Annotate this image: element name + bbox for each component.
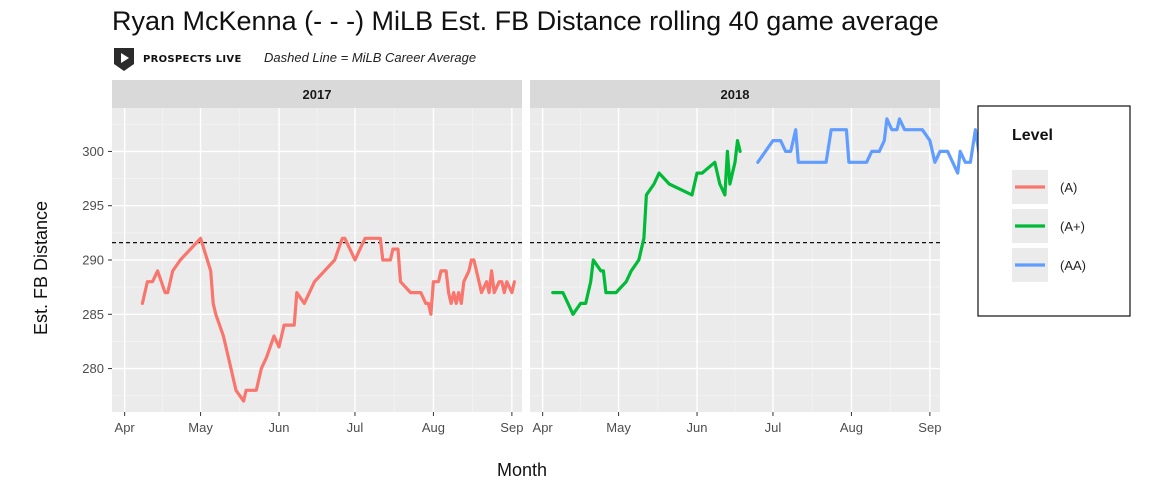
x-axis-title: Month — [497, 460, 547, 480]
x-tick-label: Jun — [687, 420, 708, 435]
facet-strip-2018 — [530, 80, 940, 108]
x-tick-label: Jul — [765, 420, 782, 435]
y-tick-label: 290 — [82, 253, 104, 268]
chart-subtitle: Dashed Line = MiLB Career Average — [264, 50, 477, 65]
x-tick-label: Apr — [533, 420, 554, 435]
facet-strip-2017 — [112, 80, 522, 108]
x-tick-label: Aug — [422, 420, 445, 435]
x-tick-label: May — [606, 420, 631, 435]
chart-title: Ryan McKenna (- - -) MiLB Est. FB Distan… — [112, 6, 939, 36]
brand-text: PROSPECTS LIVE — [143, 54, 242, 65]
legend-label: (A) — [1060, 180, 1077, 195]
x-tick-label: Jun — [269, 420, 290, 435]
prospects-live-logo-icon — [114, 48, 134, 71]
facet-strip-label: 2018 — [721, 87, 750, 102]
x-tick-label: Sep — [500, 420, 523, 435]
x-tick-label: Sep — [918, 420, 941, 435]
series-line-A — [140, 236, 517, 403]
series-line-Aplus — [551, 139, 742, 316]
facet-strip-label: 2017 — [303, 87, 332, 102]
facet-panel-2017: 2017 Apr May Jun Jul Aug Sep — [112, 80, 523, 435]
x-tick-label: May — [188, 420, 213, 435]
y-tick-label: 300 — [82, 144, 104, 159]
x-tick-label: Jul — [347, 420, 364, 435]
legend-label: (A+) — [1060, 219, 1085, 234]
y-tick-label: 285 — [82, 307, 104, 322]
legend: Level (A) (A+) (AA) — [977, 105, 1131, 317]
x-tick-label: Aug — [840, 420, 863, 435]
brand: PROSPECTS LIVE — [113, 47, 242, 72]
legend-box — [977, 105, 1131, 317]
legend-title: Level — [1012, 127, 1053, 144]
series-line-AA — [756, 117, 993, 197]
y-tick-label: 295 — [82, 198, 104, 213]
facet-panel-2018: 2018 Apr May Jun Jul Aug Sep — [530, 80, 993, 435]
legend-label: (AA) — [1060, 258, 1086, 273]
y-axis-title: Est. FB Distance — [31, 201, 51, 335]
x-tick-label: Apr — [115, 420, 136, 435]
y-tick-label: 280 — [82, 361, 104, 376]
